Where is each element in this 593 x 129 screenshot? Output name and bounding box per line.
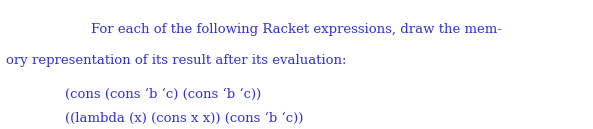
- Text: For each of the following Racket expressions, draw the mem-: For each of the following Racket express…: [91, 23, 502, 36]
- Text: ((lambda (x) (cons x x)) (cons ‘b ‘c)): ((lambda (x) (cons x x)) (cons ‘b ‘c)): [65, 112, 304, 125]
- Text: ory representation of its result after its evaluation:: ory representation of its result after i…: [6, 54, 346, 67]
- Text: (cons (cons ‘b ‘c) (cons ‘b ‘c)): (cons (cons ‘b ‘c) (cons ‘b ‘c)): [65, 88, 262, 101]
